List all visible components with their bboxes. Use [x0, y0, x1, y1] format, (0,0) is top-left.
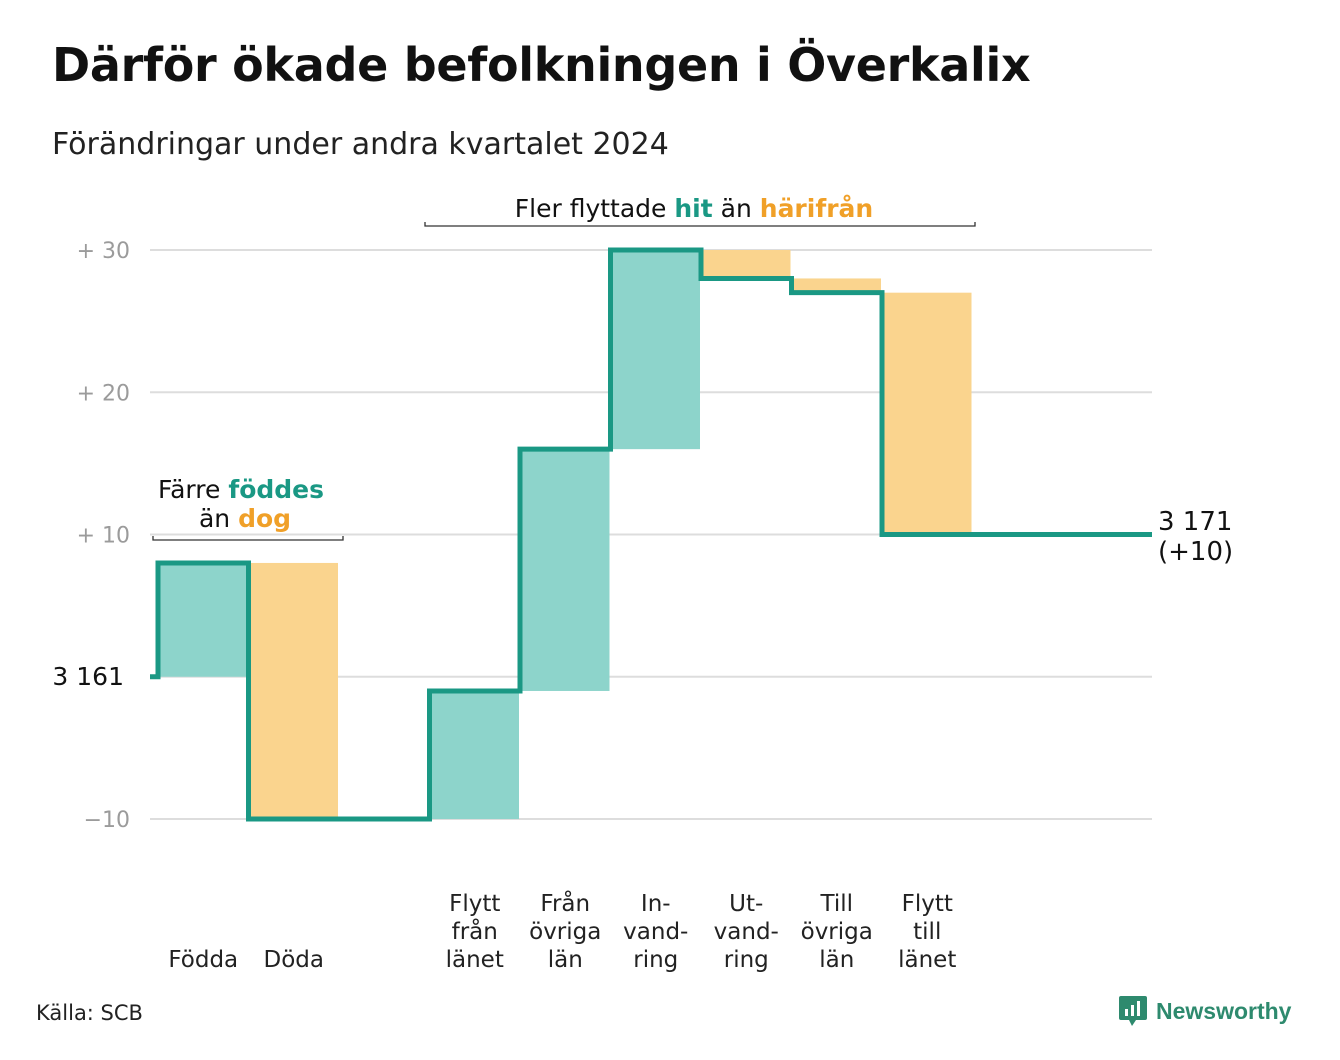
bar-födda: [158, 562, 248, 677]
y-tick-label: + 20: [77, 381, 130, 406]
y-tick-label: + 10: [77, 524, 130, 549]
bar-flytt-till-länet: [882, 292, 972, 535]
annotation-part: dog: [238, 504, 291, 533]
bar-döda: [248, 562, 338, 819]
bar-invandring: [610, 250, 700, 450]
category-label: vand-: [714, 919, 779, 945]
chart-subtitle: Förändringar under andra kvartalet 2024: [52, 127, 669, 162]
category-label: länet: [898, 947, 956, 973]
category-label: Flytt: [449, 891, 500, 917]
bar-utvandring: [701, 250, 791, 279]
category-label: län: [548, 947, 583, 973]
annotation-natural-line2: än dog: [199, 504, 291, 533]
source-note: Källa: SCB: [36, 1001, 143, 1025]
category-label: Flytt: [902, 891, 953, 917]
y-tick-label: −10: [84, 808, 130, 833]
start-value-label: 3 161: [52, 662, 124, 691]
category-label: In-: [641, 891, 671, 917]
y-tick-label: + 30: [77, 239, 130, 264]
category-label: från: [452, 917, 498, 945]
category-label: ring: [633, 947, 678, 973]
category-label: Från: [540, 889, 590, 917]
annotation-migration-bracket: [424, 222, 976, 227]
annotation-part: härifrån: [760, 194, 873, 223]
bar-till-övriga-län: [791, 278, 881, 293]
end-change-label: (+10): [1158, 537, 1233, 567]
annotation-part: Färre: [158, 475, 228, 504]
category-label: vand-: [623, 919, 688, 945]
category-label: länet: [446, 947, 504, 973]
category-label: till: [913, 919, 941, 945]
annotation-natural-bracket: [152, 536, 344, 541]
brand-name: Newsworthy: [1156, 997, 1292, 1024]
annotation-part: föddes: [228, 475, 324, 504]
annotation-part: än: [713, 194, 760, 223]
end-value-label: 3 171: [1158, 507, 1232, 537]
annotation-part: Fler flyttade: [515, 194, 675, 223]
annotation-part: hit: [674, 194, 712, 223]
annotation-natural-line1: Färre föddes: [158, 475, 324, 504]
category-label: Ut-: [729, 891, 763, 917]
category-label: övriga: [529, 919, 601, 945]
cumulative-line: [150, 247, 1152, 822]
brand-logo[interactable]: Newsworthy: [1118, 994, 1291, 1028]
category-label: Till: [819, 891, 853, 917]
annotation-part: än: [199, 504, 238, 533]
newsworthy-logo-icon: [1119, 996, 1147, 1026]
category-label: Födda: [168, 947, 238, 973]
annotation-migration: Fler flyttade hit än härifrån: [515, 194, 873, 223]
category-label: övriga: [801, 919, 873, 945]
bar-flytt-från-länet: [429, 690, 519, 819]
chart-title: Därför ökade befolkningen i Överkalix: [52, 38, 1031, 92]
bar-från-övriga-län: [520, 449, 610, 691]
category-label: län: [819, 947, 854, 973]
category-label: ring: [724, 947, 769, 973]
category-label: Döda: [264, 947, 324, 973]
